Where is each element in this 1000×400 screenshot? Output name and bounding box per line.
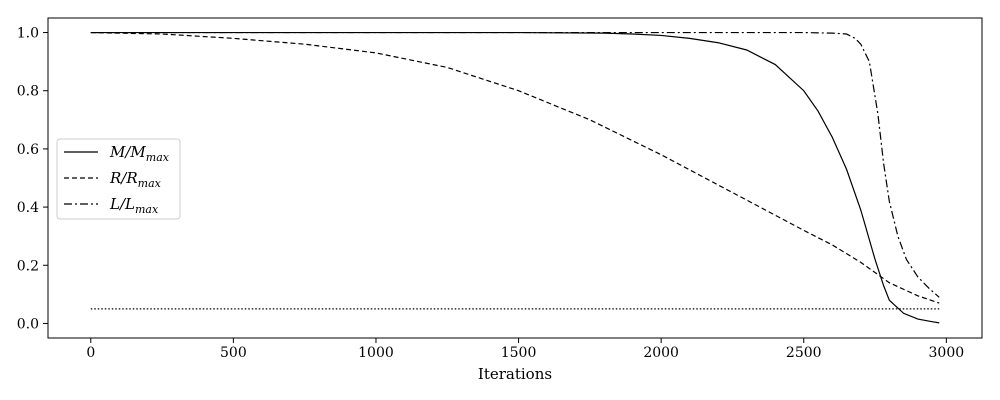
y-tick-label: 0.0 [17,316,39,332]
legend: M/Mmax R/Rmax L/Lmax [56,138,181,220]
y-tick-label: 0.6 [17,142,39,158]
series-line-dashdot [90,31,940,298]
x-tick-label: 3000 [929,345,965,361]
y-axis: 0.0 0.2 0.4 0.6 0.8 1.0 [17,26,48,332]
x-tick-label: 500 [220,345,247,361]
x-axis-label: Iterations [478,365,552,383]
series-line-dashed [90,31,940,304]
y-tick-label: 1.0 [17,26,39,42]
series-line-solid [90,31,940,324]
x-tick-label: 1500 [501,345,537,361]
legend-box [56,138,181,220]
plot-lines [90,31,940,324]
legend-label: L/Lmax [109,195,159,216]
x-tick-label: 1000 [358,345,394,361]
plot-frame [47,17,983,339]
y-tick-label: 0.2 [17,258,39,274]
x-axis: 0 500 1000 1500 2000 2500 3000 [86,338,964,361]
legend-label: M/Mmax [109,143,170,164]
x-tick-label: 0 [86,345,95,361]
x-tick-label: 2000 [643,345,679,361]
y-tick-label: 0.8 [17,84,39,100]
legend-label: R/Rmax [109,169,162,190]
y-tick-label: 0.4 [17,200,39,216]
x-tick-label: 2500 [786,345,822,361]
